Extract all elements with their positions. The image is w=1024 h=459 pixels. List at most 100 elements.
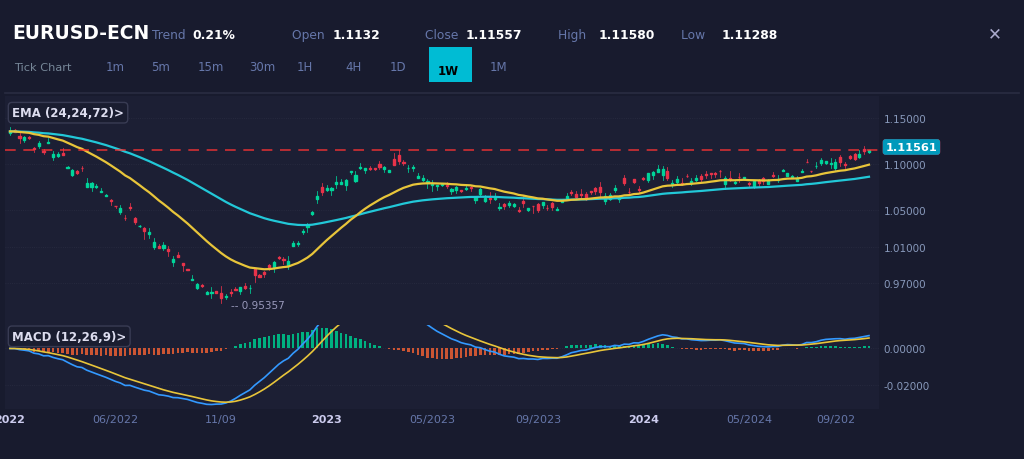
Bar [210, 349, 213, 353]
Bar [138, 349, 141, 355]
Bar [753, 182, 755, 186]
Bar [278, 334, 280, 349]
Bar [369, 168, 371, 169]
Bar [163, 246, 165, 249]
Bar [201, 349, 203, 353]
Bar [9, 132, 11, 134]
Bar [455, 349, 458, 358]
Bar [772, 176, 774, 177]
Bar [451, 349, 453, 359]
Bar [297, 243, 299, 245]
Text: 15m: 15m [198, 61, 224, 74]
Bar [585, 345, 587, 349]
Bar [417, 176, 419, 179]
Bar [301, 333, 304, 349]
Bar [172, 349, 174, 354]
Bar [829, 163, 831, 164]
Bar [283, 335, 285, 349]
Bar [392, 349, 395, 350]
Bar [28, 349, 31, 350]
Bar [72, 171, 74, 175]
Bar [863, 150, 865, 152]
Bar [422, 179, 424, 181]
Bar [167, 250, 169, 252]
Bar [728, 349, 731, 350]
Bar [191, 279, 194, 280]
Bar [115, 349, 117, 356]
Bar [633, 346, 635, 349]
Bar [258, 275, 260, 277]
Bar [628, 347, 631, 349]
Bar [695, 179, 697, 180]
Text: ✕: ✕ [988, 25, 1002, 43]
Bar [436, 349, 438, 359]
Bar [33, 148, 35, 150]
Bar [18, 137, 20, 139]
Bar [143, 228, 145, 232]
Bar [177, 256, 179, 257]
Bar [594, 345, 597, 349]
Bar [570, 192, 572, 193]
Bar [267, 336, 270, 349]
Bar [215, 291, 217, 293]
Text: EURUSD-ECN: EURUSD-ECN [12, 24, 150, 43]
Bar [542, 349, 544, 350]
Bar [211, 293, 213, 294]
Bar [624, 179, 626, 184]
Text: EMA (24,24,72)>: EMA (24,24,72)> [12, 107, 124, 120]
Bar [786, 348, 788, 349]
Bar [590, 191, 592, 193]
Bar [176, 349, 179, 353]
Bar [484, 199, 486, 202]
Bar [537, 205, 539, 211]
Bar [100, 191, 102, 193]
Bar [762, 179, 765, 181]
Bar [590, 345, 592, 349]
Bar [393, 160, 395, 165]
Bar [666, 345, 669, 349]
Bar [758, 349, 760, 352]
Bar [306, 225, 308, 228]
Bar [575, 195, 578, 198]
Bar [181, 264, 183, 265]
Bar [676, 179, 678, 182]
Bar [316, 196, 318, 200]
Bar [206, 292, 208, 294]
Bar [397, 349, 400, 351]
Bar [700, 177, 702, 179]
Bar [522, 349, 524, 353]
Bar [24, 137, 26, 141]
Bar [90, 184, 92, 188]
Bar [244, 343, 247, 349]
Bar [498, 349, 501, 355]
Bar [148, 232, 151, 235]
Bar [28, 138, 30, 139]
Bar [652, 173, 654, 175]
Bar [863, 347, 865, 349]
Bar [186, 269, 188, 270]
Text: MACD (12,26,9)>: MACD (12,26,9)> [12, 330, 126, 343]
Bar [278, 258, 280, 259]
Bar [460, 190, 462, 192]
Bar [594, 189, 597, 191]
Text: 0.21%: 0.21% [193, 29, 236, 42]
Bar [479, 190, 481, 194]
Bar [824, 162, 826, 163]
Bar [483, 349, 486, 356]
Bar [67, 349, 69, 354]
Bar [249, 288, 251, 289]
Bar [426, 182, 428, 184]
Bar [853, 347, 856, 349]
Text: 4H: 4H [345, 61, 361, 74]
Bar [196, 349, 199, 353]
Bar [465, 349, 467, 357]
Bar [220, 293, 222, 299]
Bar [469, 349, 472, 356]
Bar [742, 349, 745, 351]
Bar [858, 154, 860, 157]
Bar [762, 349, 765, 351]
Bar [110, 349, 112, 356]
Text: Low: Low [681, 29, 713, 42]
Bar [287, 262, 290, 267]
Bar [715, 174, 717, 175]
